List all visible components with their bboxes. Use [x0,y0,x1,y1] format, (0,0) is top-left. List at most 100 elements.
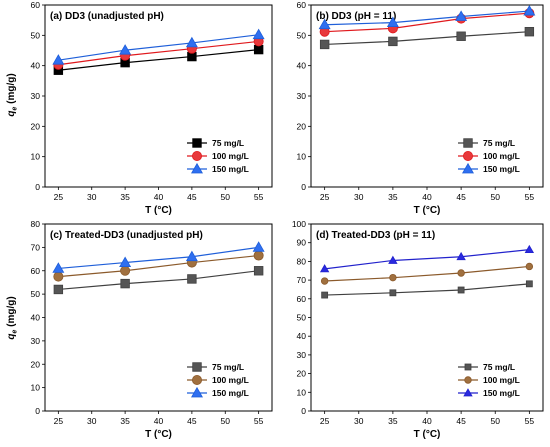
legend-marker [462,150,473,161]
y-tick-label: 60 [31,0,41,10]
panel-title: (c) Treated-DD3 (unadjusted pH) [50,230,203,241]
data-point [120,265,131,276]
y-tick-label: 0 [35,406,40,416]
series-line [58,48,259,71]
y-tick-label: 20 [31,359,41,369]
legend-entry: 100 mg/L [458,150,520,161]
x-tick-label: 50 [491,416,501,426]
legend-entry: 75 mg/L [458,362,515,372]
y-tick-label: 40 [297,331,307,341]
legend-entry: 100 mg/L [187,150,249,161]
x-axis-label: T (°C) [414,205,441,216]
y-tick-label: 40 [31,313,41,323]
data-point [457,269,465,277]
data-point [388,255,398,264]
x-tick-label: 25 [54,192,64,202]
series-line [324,12,530,33]
y-tick-label: 30 [31,91,41,101]
legend-marker [191,386,203,398]
panel-a: 25 30 35 40 45 50 55 0 10 20 30 40 50 60 T (°C) qe (mg/… [6,0,273,216]
legend-entry: 75 mg/L [187,138,244,148]
x-tick-label: 30 [87,416,97,426]
y-tick-label: 30 [297,350,307,360]
y-tick-label: 20 [297,369,307,379]
y-tick-label: 60 [297,0,307,10]
y-axis-label-q: q [6,111,17,117]
legend-marker [464,376,472,384]
series-line [58,40,259,66]
y-tick-label: 90 [297,238,307,248]
data-point [119,256,132,267]
legend-label: 150 mg/L [483,388,520,398]
data-point [185,36,198,48]
series-1 [320,262,534,285]
data-point [386,16,399,27]
series-line [324,249,530,270]
data-point [455,10,468,21]
series-0 [53,44,264,75]
legend-label: 150 mg/L [212,164,249,174]
legend-label: 100 mg/L [483,151,520,161]
series-line [58,254,259,278]
series-2 [52,28,265,65]
y-axis-label: qe (mg/g) [6,73,19,116]
x-tick-label: 30 [87,192,97,202]
series-line [324,10,530,26]
y-tick-label: 30 [297,91,307,101]
x-tick-label: 25 [54,416,64,426]
series-0 [321,280,533,299]
data-point [185,250,198,262]
data-point [525,262,534,271]
x-tick-label: 35 [388,416,398,426]
series-line [58,246,259,270]
x-tick-label: 45 [187,416,197,426]
series-line [324,31,530,46]
panel-d: 25 30 35 40 45 50 55 0 10 20 30 40 50 60 70 80 90 100 T (°… [292,219,544,440]
x-tick-label: 30 [354,192,364,202]
data-point [318,18,331,30]
y-axis-label-unit: (mg/g) [6,296,17,329]
y-axis-label-subscript: e [12,330,19,334]
legend-entry: 75 mg/L [458,138,515,148]
x-tick-label: 35 [120,416,130,426]
series-0 [53,266,264,295]
panel-title: (a) DD3 (unadjusted pH) [50,11,164,22]
x-tick-label: 25 [320,192,330,202]
x-tick-label: 55 [525,416,535,426]
legend-entry: 100 mg/L [187,374,249,385]
y-tick-label: 70 [31,242,41,252]
y-tick-label: 0 [301,182,306,192]
legend-label: 150 mg/L [483,164,520,174]
panel-b: 25 30 35 40 45 50 55 0 10 20 30 40 50 60 T (°C) (b) DD3… [297,0,544,216]
legend-entry: 100 mg/L [458,375,520,385]
y-tick-label: 10 [31,152,41,162]
data-point [321,291,329,299]
data-point [252,28,265,40]
panel-c: 25 30 35 40 45 50 55 0 10 20 30 40 50 60 70 80 T (°C) qe … [6,219,273,440]
panel-title: (b) DD3 (pH = 11) [316,11,396,22]
data-point [388,36,398,47]
legend-label: 75 mg/L [483,362,515,372]
data-point [253,44,264,55]
y-tick-label: 60 [297,294,307,304]
y-tick-label: 60 [31,266,41,276]
data-point [119,44,132,55]
data-point [253,266,264,276]
y-tick-label: 0 [301,406,306,416]
y-axis-label-subscript: e [12,107,19,111]
x-tick-label: 45 [456,192,466,202]
data-point [456,251,466,261]
data-point [253,250,264,261]
data-point [120,278,130,289]
series-line [324,283,530,296]
legend-entry: 150 mg/L [187,162,249,174]
data-point [457,286,465,294]
y-tick-label: 20 [297,121,307,131]
legend-entry: 150 mg/L [187,386,249,398]
x-axis-label: T (°C) [145,205,172,216]
y-tick-label: 70 [297,275,307,285]
legend-marker [191,162,203,174]
legend-label: 100 mg/L [212,375,249,385]
legend-label: 75 mg/L [212,362,244,372]
